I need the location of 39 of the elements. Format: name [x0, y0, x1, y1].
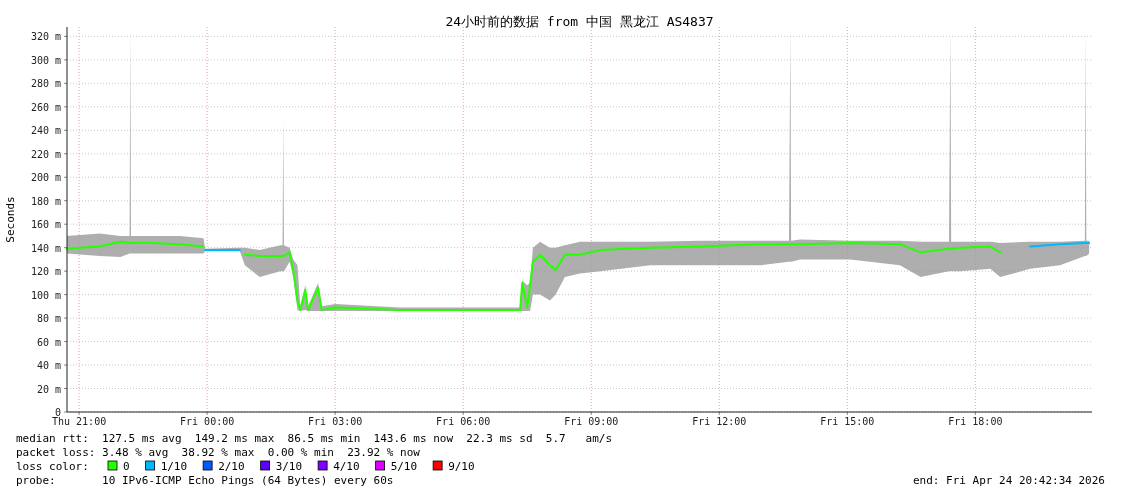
y-tick-label: 180 m [30, 195, 61, 207]
legend-label: 4/10 [333, 460, 360, 473]
legend-label: 2/10 [218, 460, 245, 473]
legend-label: 0 [123, 460, 130, 473]
text: probe: 10 IPv6-ICMP Echo Pings (64 Bytes) every 60s [16, 474, 394, 487]
y-tick-label: 100 m [30, 289, 61, 301]
legend-label: 1/10 [160, 460, 188, 473]
y-tick-label: 40 m [36, 360, 61, 372]
y-tick-label: 120 m [30, 266, 61, 278]
y-tick-label: 280 m [30, 78, 61, 90]
y-tick-label: 20 m [36, 383, 61, 395]
y-tick-label: 320 m [30, 31, 61, 43]
text: packet loss: 3.48 % avg 38.92 % max 0.00 % min 23.92 % now [16, 446, 421, 459]
x-tick-label: Fri 03:00 [308, 416, 363, 427]
y-tick-label: 140 m [30, 242, 61, 254]
y-tick-label: 0 [54, 407, 61, 418]
chart-title: 24小时前的数据 from 中国 黑龙江 AS4837 [445, 14, 714, 29]
y-tick-label: 80 m [36, 313, 61, 325]
x-tick-label: Fri 18:00 [948, 416, 1003, 427]
x-tick-label: Fri 06:00 [436, 416, 491, 427]
x-tick-label: Fri 00:00 [180, 416, 235, 427]
x-tick-label: Fri 15:00 [820, 416, 875, 427]
y-tick-label: 220 m [30, 148, 61, 160]
x-tick-label: Thu 21:00 [52, 416, 107, 427]
y-tick-label: 300 m [30, 54, 61, 66]
y-tick-label: 240 m [30, 125, 61, 137]
y-tick-label: 160 m [30, 219, 61, 231]
text: median rtt: 127.5 ms avg 149.2 ms max 86.5 ms min 143.6 ms now 22.3 ms sd 5.7 am/s [16, 432, 613, 445]
y-tick-label: 200 m [30, 172, 61, 184]
x-tick-label: Fri 09:00 [564, 416, 619, 427]
y-axis-title: Seconds [4, 196, 17, 243]
legend-label: 3/10 [275, 460, 303, 473]
x-tick-label: Fri 12:00 [692, 416, 747, 427]
legend-title: loss color: [16, 460, 89, 473]
y-tick-label: 260 m [30, 101, 61, 113]
legend-label: 5/10 [390, 460, 418, 473]
legend-label: 9/10 [448, 460, 475, 473]
y-tick-label: 60 m [36, 336, 61, 348]
text: end: Fri Apr 24 20:42:34 2026 [912, 474, 1105, 487]
